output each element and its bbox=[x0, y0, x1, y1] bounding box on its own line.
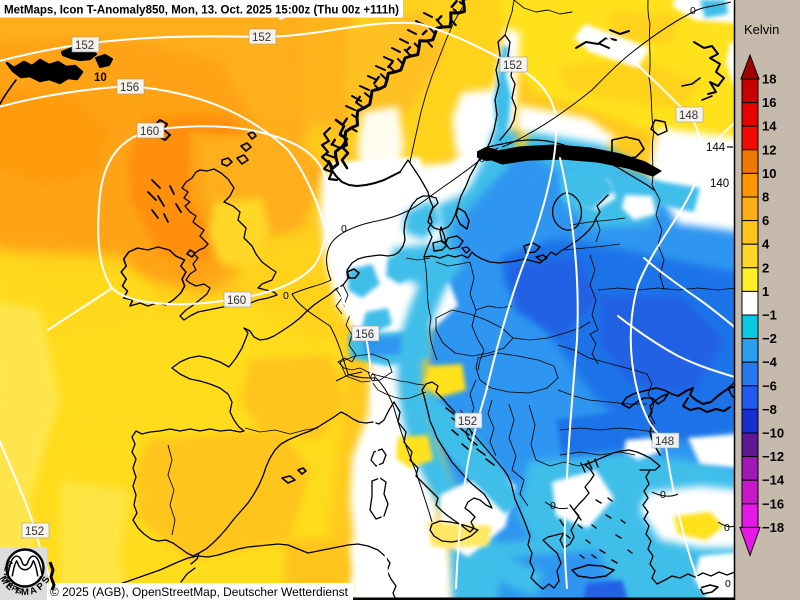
svg-text:−2: −2 bbox=[762, 331, 777, 346]
svg-text:0: 0 bbox=[690, 5, 696, 17]
svg-text:−12: −12 bbox=[762, 449, 784, 464]
svg-text:A: A bbox=[28, 585, 38, 598]
svg-text:Kelvin: Kelvin bbox=[744, 22, 779, 37]
svg-text:156: 156 bbox=[355, 329, 374, 341]
svg-text:152: 152 bbox=[458, 416, 477, 428]
svg-text:© 2025 (AGB), OpenStreetMap, D: © 2025 (AGB), OpenStreetMap, Deutscher W… bbox=[50, 585, 349, 599]
svg-text:152: 152 bbox=[503, 60, 522, 72]
svg-text:0: 0 bbox=[341, 223, 347, 235]
svg-text:160: 160 bbox=[227, 295, 246, 307]
svg-text:4: 4 bbox=[762, 237, 770, 252]
svg-text:144: 144 bbox=[706, 142, 726, 154]
svg-text:−8: −8 bbox=[762, 402, 777, 417]
svg-text:−14: −14 bbox=[762, 473, 785, 488]
svg-text:0: 0 bbox=[724, 522, 730, 534]
svg-text:−6: −6 bbox=[762, 378, 777, 393]
svg-text:156: 156 bbox=[120, 82, 139, 94]
svg-text:−1: −1 bbox=[762, 308, 777, 323]
svg-text:148: 148 bbox=[679, 110, 698, 122]
svg-text:16: 16 bbox=[762, 95, 776, 110]
svg-text:M: M bbox=[21, 587, 29, 598]
svg-text:152: 152 bbox=[75, 40, 94, 52]
svg-text:0: 0 bbox=[479, 153, 485, 165]
svg-text:0: 0 bbox=[550, 500, 556, 512]
svg-text:−16: −16 bbox=[762, 496, 784, 511]
svg-text:T: T bbox=[12, 585, 21, 597]
svg-text:1: 1 bbox=[762, 284, 769, 299]
svg-text:M: M bbox=[0, 574, 11, 586]
svg-text:8: 8 bbox=[762, 190, 769, 205]
svg-text:18: 18 bbox=[762, 72, 776, 87]
svg-text:0: 0 bbox=[370, 372, 376, 384]
svg-text:10: 10 bbox=[94, 72, 107, 84]
svg-text:6: 6 bbox=[762, 213, 769, 228]
svg-text:−18: −18 bbox=[762, 520, 784, 535]
svg-text:160: 160 bbox=[140, 126, 159, 138]
svg-text:12: 12 bbox=[762, 142, 776, 157]
svg-text:152: 152 bbox=[25, 526, 44, 538]
svg-text:−10: −10 bbox=[762, 426, 784, 441]
svg-text:S: S bbox=[40, 575, 53, 586]
svg-text:0: 0 bbox=[660, 489, 666, 501]
svg-text:MetMaps, Icon T-Anomaly850, Mo: MetMaps, Icon T-Anomaly850, Mon, 13. Oct… bbox=[4, 3, 399, 17]
svg-text:148: 148 bbox=[655, 436, 674, 448]
svg-text:2: 2 bbox=[762, 260, 769, 275]
svg-text:E: E bbox=[3, 581, 15, 594]
svg-text:10: 10 bbox=[762, 166, 776, 181]
svg-text:152: 152 bbox=[252, 32, 271, 44]
svg-text:0: 0 bbox=[725, 578, 731, 590]
svg-text:0: 0 bbox=[283, 290, 289, 302]
svg-text:14: 14 bbox=[762, 119, 777, 134]
svg-text:−4: −4 bbox=[762, 355, 778, 370]
svg-text:140: 140 bbox=[710, 178, 729, 190]
